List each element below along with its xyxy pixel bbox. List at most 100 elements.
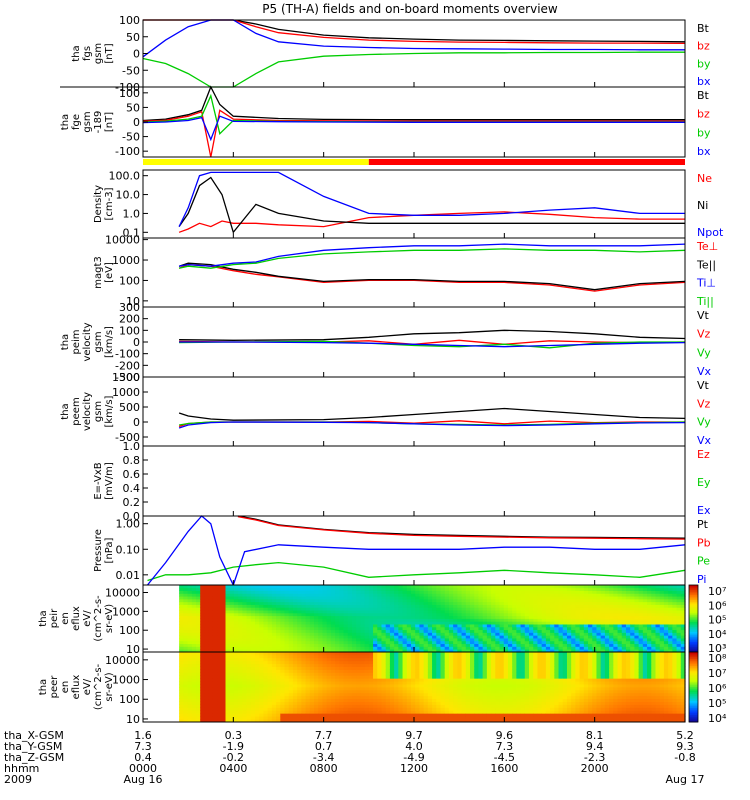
- spectro-cell: [512, 624, 517, 628]
- spectro-cell: [179, 657, 184, 662]
- spectro-cell: [680, 635, 686, 639]
- spectro-cell: [314, 719, 319, 723]
- y-tick-label: 100: [119, 274, 140, 287]
- spectro-cell: [550, 615, 555, 619]
- spectro-cell: [541, 593, 547, 597]
- spectro-cell: [373, 672, 378, 676]
- spectro-cell: [583, 612, 589, 617]
- spectro-cell: [512, 598, 517, 603]
- spectro-cell: [621, 615, 627, 619]
- spectro-cell: [208, 593, 214, 597]
- spectro-cell: [474, 635, 480, 639]
- spectro-cell: [364, 692, 370, 697]
- spectro-cell: [221, 657, 227, 662]
- spectro-cell: [305, 669, 311, 673]
- spectro-cell: [280, 684, 286, 688]
- spectro-cell: [191, 615, 197, 619]
- spectro-cell: [305, 640, 311, 645]
- spectro-cell: [415, 716, 421, 720]
- spectro-cell: [347, 666, 353, 670]
- spectro-cell: [537, 598, 543, 603]
- spectro-cell: [179, 716, 184, 720]
- spectro-cell: [271, 716, 277, 720]
- spectro-cell: [550, 629, 555, 633]
- spectro-cell: [457, 593, 463, 597]
- spectro-cell: [246, 629, 252, 633]
- spectro-cell: [427, 590, 433, 594]
- spectro-cell: [217, 663, 222, 667]
- spectro-cell: [322, 701, 328, 705]
- spectro-cell: [255, 695, 260, 700]
- spectro-cell: [255, 618, 260, 622]
- spectro-cell: [398, 618, 404, 622]
- spectro-cell: [655, 638, 661, 642]
- spectro-cell: [250, 707, 256, 711]
- spectro-cell: [668, 612, 673, 617]
- spectro-cell: [229, 666, 235, 670]
- spectro-cell: [259, 654, 265, 659]
- spectro-cell: [406, 643, 412, 647]
- spectro-cell: [381, 660, 387, 665]
- spectro-cell: [520, 635, 526, 639]
- spectro-cell: [263, 704, 269, 708]
- legend-bz: bz: [697, 108, 710, 121]
- spectro-cell: [410, 643, 416, 647]
- spectro-cell: [335, 689, 340, 694]
- spectro-cell: [495, 601, 501, 605]
- spectro-cell: [255, 689, 260, 694]
- spectro-cell: [604, 624, 610, 628]
- spectro-cell: [406, 607, 412, 611]
- spectro-cell: [394, 716, 399, 720]
- spectro-cell: [470, 681, 475, 685]
- spectro-cell: [309, 624, 315, 628]
- spectro-cell: [377, 701, 383, 705]
- spectro-cell: [179, 621, 184, 625]
- spectro-cell: [398, 716, 404, 720]
- spectro-cell: [529, 610, 534, 614]
- spectro-cell: [617, 635, 623, 639]
- spectro-cell: [524, 649, 530, 653]
- series-pressure-Pe: [147, 561, 686, 582]
- spectro-cell: [217, 654, 222, 659]
- spectro-cell: [672, 607, 678, 611]
- spectro-cell: [195, 654, 201, 659]
- spectro-cell: [545, 621, 551, 625]
- spectro-cell: [398, 719, 404, 723]
- spectro-cell: [495, 638, 501, 642]
- spectro-cell: [470, 604, 475, 608]
- spectro-cell: [368, 707, 374, 711]
- spectro-cell: [305, 646, 311, 650]
- spectro-cell: [322, 643, 328, 647]
- spectro-cell: [402, 675, 408, 679]
- spectro-cell: [204, 612, 210, 617]
- spectro-cell: [322, 596, 328, 600]
- spectro-cell: [453, 624, 458, 628]
- spectro-cell: [406, 713, 412, 717]
- spectro-cell: [305, 684, 311, 688]
- spectro-cell: [263, 626, 269, 631]
- y-axis-label: tha: [60, 403, 71, 419]
- spectro-cell: [465, 698, 471, 702]
- spectro-cell: [297, 629, 302, 633]
- spectro-cell: [524, 635, 530, 639]
- spectro-cell: [457, 632, 463, 636]
- spectro-cell: [461, 695, 467, 700]
- spectro-cell: [432, 654, 437, 659]
- spectro-cell: [419, 657, 425, 662]
- spectro-cell: [550, 649, 555, 653]
- spectro-cell: [621, 643, 627, 647]
- spectro-cell: [301, 587, 307, 591]
- spectro-cell: [179, 598, 184, 603]
- spectro-cell: [377, 684, 383, 688]
- spectro-cell: [212, 607, 218, 611]
- spectro-cell: [377, 678, 383, 682]
- spectro-cell: [208, 660, 214, 665]
- spectro-cell: [314, 618, 319, 622]
- spectro-cell: [663, 618, 669, 622]
- spectro-cell: [183, 638, 189, 642]
- spectro-cell: [195, 612, 201, 617]
- spectro-cell: [503, 646, 509, 650]
- spectro-cell: [676, 585, 682, 589]
- spectro-cell: [318, 652, 324, 656]
